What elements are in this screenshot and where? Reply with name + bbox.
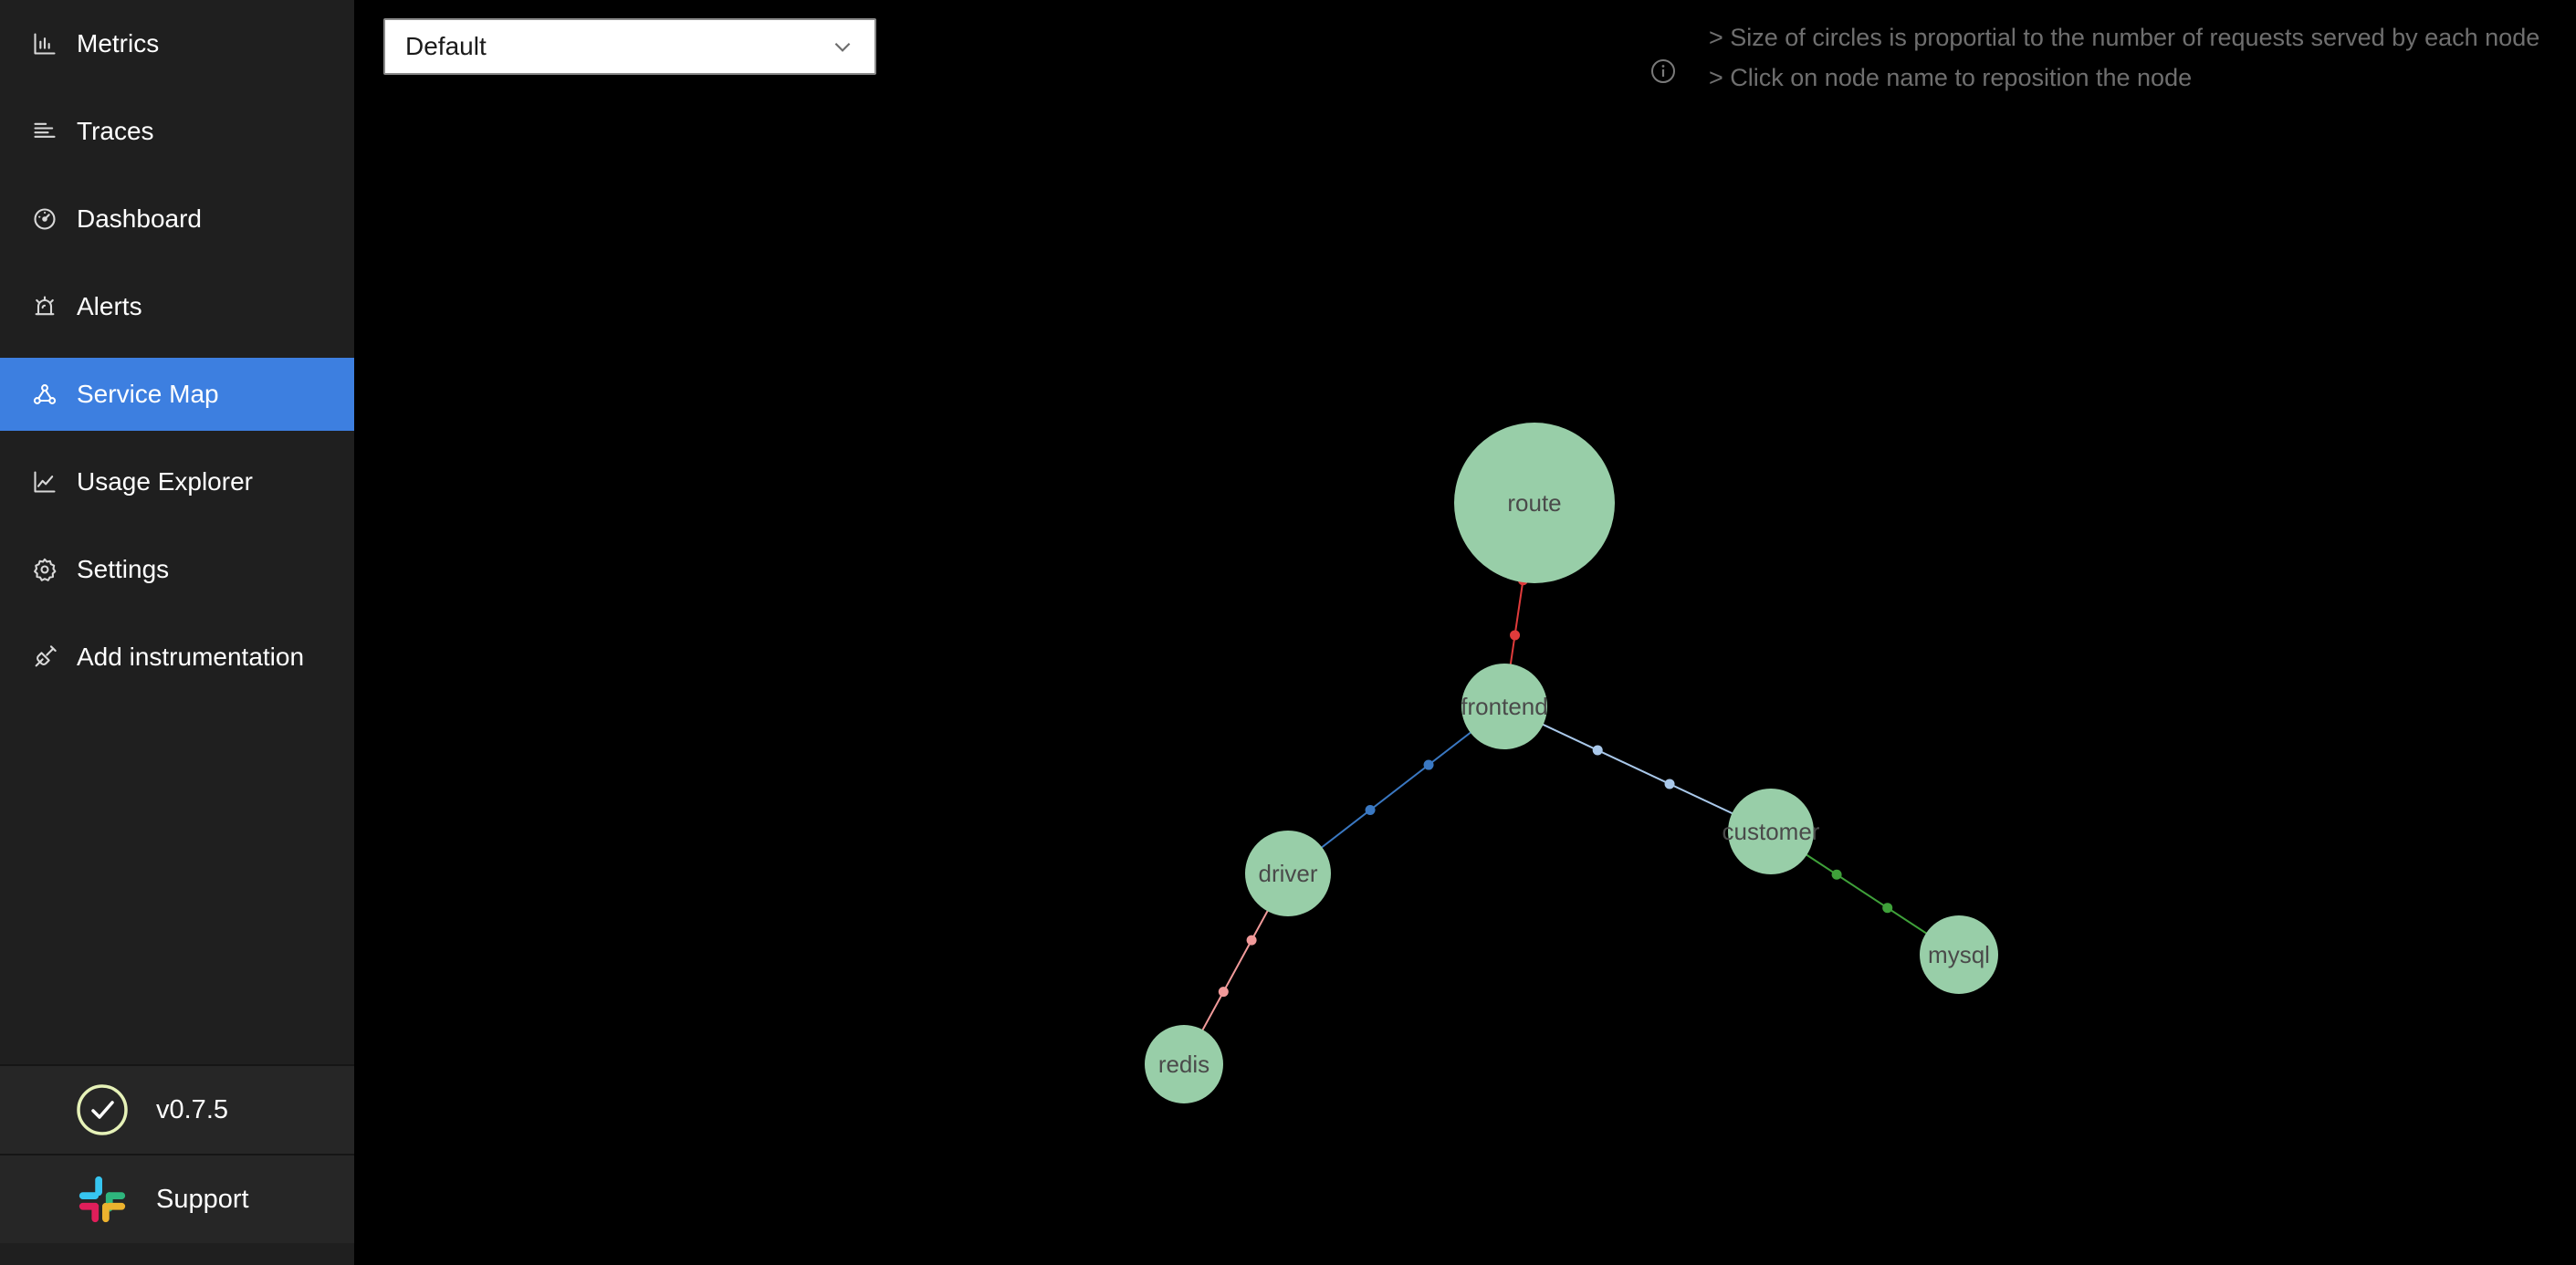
dashboard-select[interactable]: Default: [383, 18, 876, 75]
sidebar-item-usage-explorer[interactable]: Usage Explorer: [0, 445, 354, 518]
edge-particle: [1510, 630, 1521, 641]
alarm-icon: [32, 294, 58, 319]
node-label[interactable]: mysql: [1928, 941, 1990, 968]
sidebar-item-dashboard[interactable]: Dashboard: [0, 183, 354, 256]
node-circle[interactable]: [1145, 1025, 1223, 1103]
service-map-graph[interactable]: route frontend driver customer mysql redis: [354, 0, 2576, 1265]
edge-frontend-driver: [1287, 706, 1505, 874]
select-value: Default: [405, 32, 487, 60]
sidebar-item-service-map[interactable]: Service Map: [0, 358, 354, 431]
divider: [0, 1154, 354, 1155]
edge-particle: [1882, 903, 1893, 914]
node-circle[interactable]: [1245, 831, 1331, 916]
node-circle[interactable]: [1728, 789, 1814, 874]
node-customer[interactable]: customer: [1723, 789, 1820, 874]
node-circle[interactable]: [1920, 915, 1998, 994]
sidebar-item-label: Add instrumentation: [77, 643, 305, 671]
version-label: v0.7.5: [156, 1094, 228, 1124]
sidebar-item-label: Alerts: [77, 292, 142, 320]
node-route[interactable]: route: [1454, 423, 1615, 583]
sidebar-item-settings[interactable]: Settings: [0, 533, 354, 606]
hint-size: > Size of circles is proportial to the n…: [1709, 24, 2540, 51]
node-label[interactable]: frontend: [1461, 693, 1547, 720]
support-label: Support: [156, 1184, 249, 1214]
edge-particle: [1592, 745, 1603, 756]
bar-chart-icon: [32, 31, 58, 57]
node-frontend[interactable]: frontend: [1461, 664, 1548, 749]
edge-particle: [1246, 935, 1257, 946]
sidebar-item-label: Service Map: [77, 380, 219, 408]
sidebar-item-add-instrumentation[interactable]: Add instrumentation: [0, 621, 354, 694]
edge-particle: [1365, 804, 1376, 815]
dashboard-icon: [32, 206, 58, 232]
line-chart-icon: [32, 469, 58, 495]
node-circle[interactable]: [1461, 664, 1547, 749]
edge-particle: [1831, 869, 1842, 880]
sidebar-item-label: Metrics: [77, 29, 160, 58]
node-redis[interactable]: redis: [1145, 1025, 1223, 1103]
node-label[interactable]: customer: [1723, 818, 1820, 845]
edge-particle: [1423, 759, 1434, 770]
edge-particle: [1218, 987, 1229, 998]
edge-frontend-customer: [1503, 706, 1772, 832]
sidebar-item-label: Usage Explorer: [77, 467, 253, 496]
deployment-unit-icon: [32, 382, 58, 407]
chevron-down-icon: [834, 42, 851, 52]
node-label[interactable]: driver: [1258, 860, 1317, 887]
hint-reposition: > Click on node name to reposition the n…: [1709, 64, 2193, 91]
check-circle-icon: [76, 1083, 129, 1136]
info-icon: [1650, 58, 1676, 84]
support-button[interactable]: Support: [0, 1155, 354, 1243]
divider: [0, 1064, 354, 1066]
sidebar-item-label: Dashboard: [77, 204, 202, 233]
api-icon: [32, 644, 58, 670]
node-driver[interactable]: driver: [1245, 831, 1331, 916]
node-label[interactable]: route: [1507, 489, 1561, 517]
sidebar-item-alerts[interactable]: Alerts: [0, 270, 354, 343]
sidebar-item-label: Traces: [77, 117, 154, 145]
slack-icon: [76, 1173, 129, 1226]
sidebar-item-label: Settings: [77, 555, 170, 583]
sidebar-item-metrics[interactable]: Metrics: [0, 7, 354, 80]
edge-particle: [1664, 779, 1675, 789]
node-label[interactable]: redis: [1158, 1051, 1209, 1078]
node-mysql[interactable]: mysql: [1920, 915, 1998, 994]
sidebar: Metrics Traces Dashboard Alerts Service …: [0, 0, 354, 1265]
list-icon: [32, 119, 58, 144]
node-circle[interactable]: [1454, 423, 1615, 583]
version-block[interactable]: v0.7.5: [0, 1066, 354, 1154]
gear-icon: [32, 557, 58, 582]
sidebar-item-traces[interactable]: Traces: [0, 95, 354, 168]
